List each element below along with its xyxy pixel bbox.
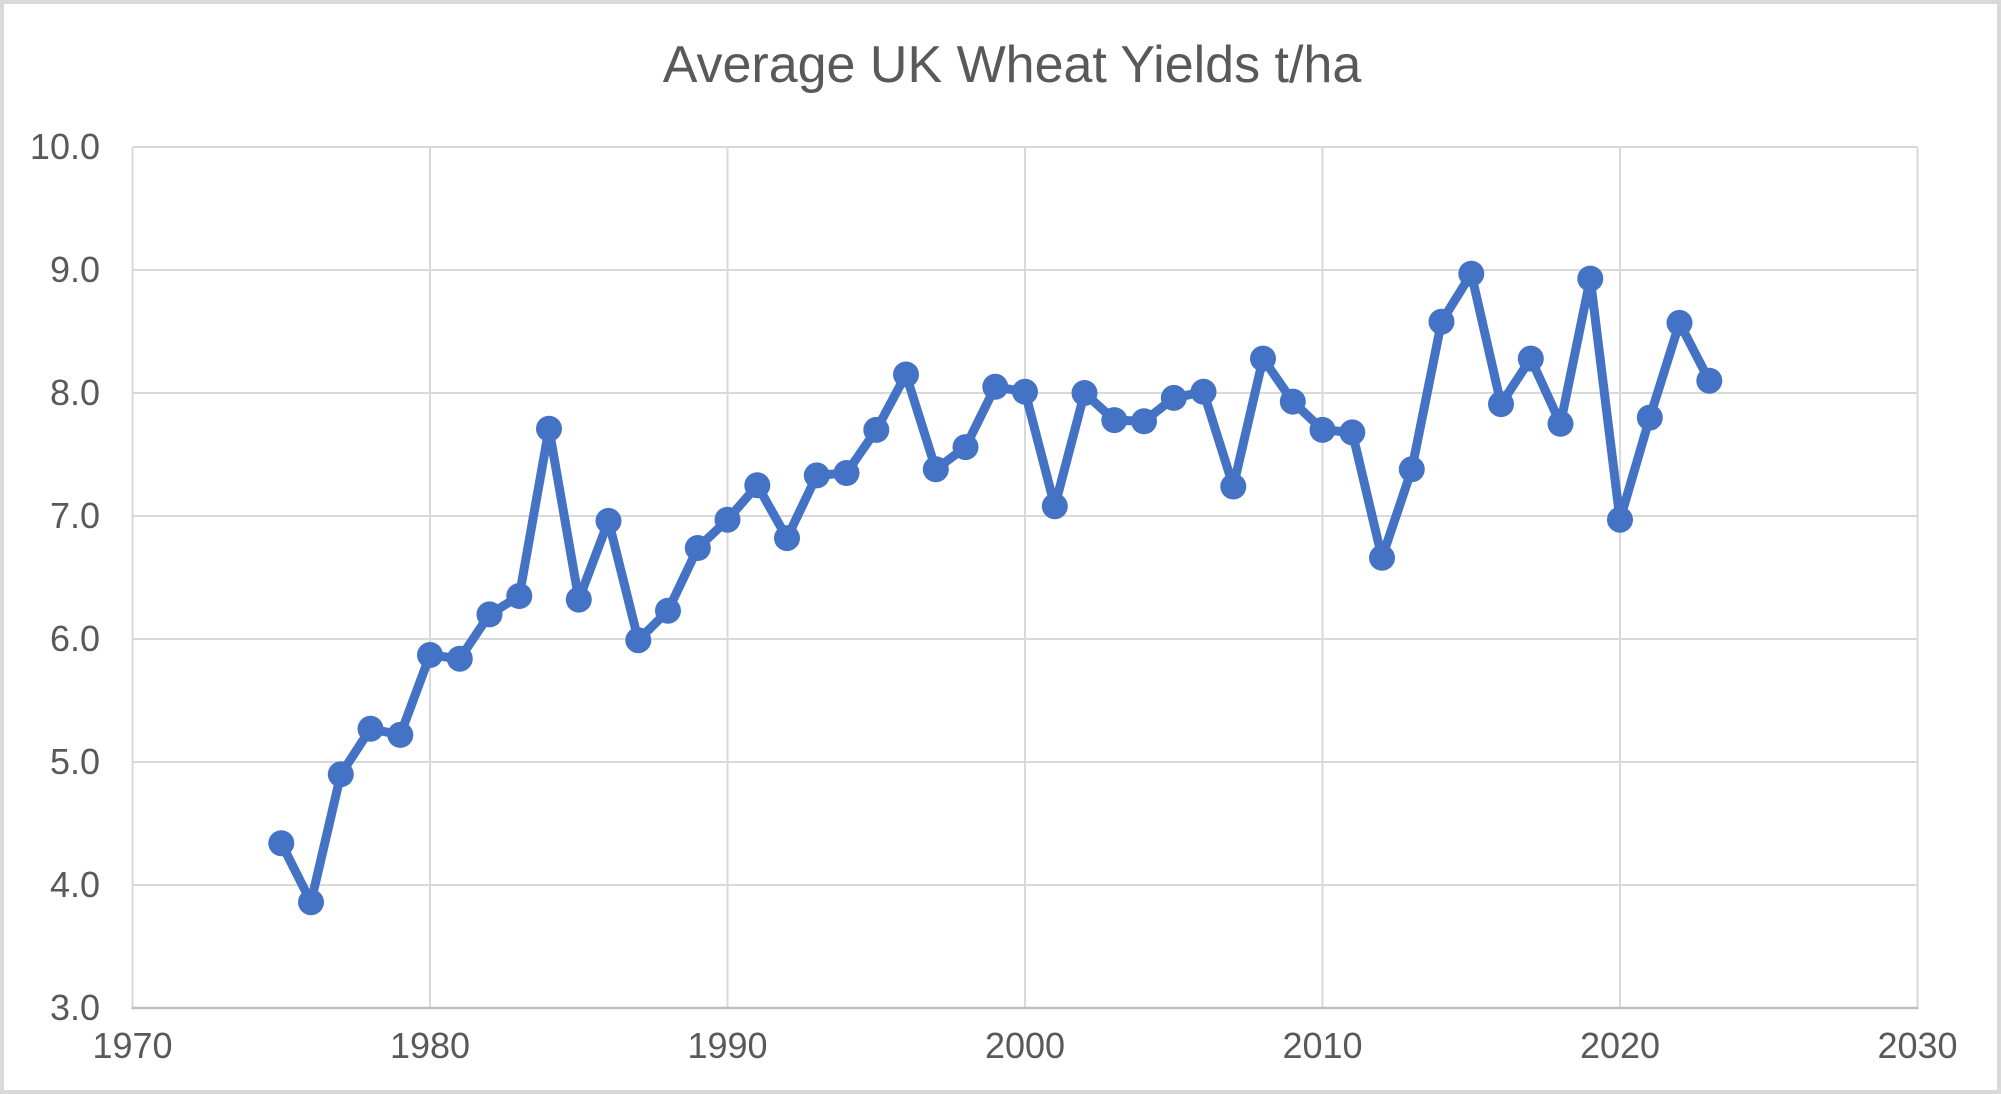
data-point-marker [1160, 384, 1187, 411]
data-point-marker [1339, 419, 1366, 446]
data-point-marker [1577, 265, 1604, 292]
data-point-marker [833, 460, 860, 486]
data-point-marker [417, 642, 443, 668]
data-point-marker [803, 462, 830, 489]
data-point-marker [1517, 345, 1544, 372]
x-axis-tick-label: 1990 [687, 1025, 767, 1066]
data-point-marker [952, 434, 979, 461]
data-point-marker [357, 715, 384, 742]
data-point-marker [1636, 404, 1663, 431]
data-point-marker [744, 472, 771, 499]
x-axis-tick-label: 2020 [1580, 1025, 1660, 1066]
data-point-marker [1041, 493, 1068, 520]
data-point-marker [1309, 416, 1336, 443]
data-point-marker [1428, 308, 1455, 335]
chart-title: Average UK Wheat Yields t/ha [663, 36, 1362, 94]
y-axis-tick-label: 10.0 [30, 126, 100, 167]
data-point-marker [1398, 456, 1425, 483]
data-point-marker [446, 645, 473, 672]
data-point-marker [1458, 260, 1485, 287]
y-axis-tick-label: 9.0 [50, 249, 100, 290]
data-point-marker [1012, 378, 1038, 405]
data-point-marker [1369, 544, 1395, 571]
x-axis-tick-label: 2030 [1877, 1025, 1957, 1066]
data-point-marker [655, 597, 681, 624]
y-axis-tick-label: 5.0 [50, 741, 100, 782]
data-point-marker [1131, 408, 1157, 435]
data-point-marker [1696, 367, 1723, 394]
data-point-marker [922, 456, 949, 483]
data-point-marker [1547, 410, 1574, 437]
data-point-marker [1279, 388, 1306, 415]
data-point-marker [863, 416, 890, 443]
data-point-marker [1071, 380, 1098, 406]
data-point-marker [327, 761, 354, 788]
data-point-marker [684, 535, 711, 561]
y-axis-tick-label: 7.0 [50, 495, 100, 536]
data-point-marker [625, 627, 652, 654]
data-point-marker [1488, 391, 1514, 418]
data-point-marker [1666, 309, 1693, 336]
data-point-marker [565, 586, 592, 613]
y-axis-tick-label: 8.0 [50, 372, 100, 413]
data-point-marker [714, 506, 741, 533]
data-point-marker [1101, 407, 1128, 434]
data-point-marker [506, 583, 533, 609]
data-point-marker [1607, 506, 1633, 533]
y-axis-tick-label: 4.0 [50, 864, 100, 905]
y-axis-tick-label: 3.0 [50, 987, 100, 1028]
data-point-marker [774, 525, 800, 552]
data-point-marker [982, 373, 1009, 400]
yield-series-line [276, 269, 1714, 907]
data-point-marker [893, 361, 919, 388]
x-axis-tick-label: 2010 [1282, 1025, 1362, 1066]
data-point-marker [387, 721, 414, 748]
x-axis-tick-label: 1980 [390, 1025, 470, 1066]
data-point-marker [595, 507, 622, 534]
data-point-marker [268, 830, 295, 857]
data-point-marker [1220, 473, 1247, 500]
y-axis-tick-label: 6.0 [50, 618, 100, 659]
data-point-marker [536, 415, 562, 442]
data-point-marker [1250, 345, 1276, 372]
x-axis-tick-label: 2000 [985, 1025, 1065, 1066]
x-axis-tick-label: 1970 [92, 1025, 172, 1066]
data-point-marker [476, 601, 503, 628]
data-point-marker [1190, 378, 1217, 405]
data-point-marker [298, 889, 324, 916]
